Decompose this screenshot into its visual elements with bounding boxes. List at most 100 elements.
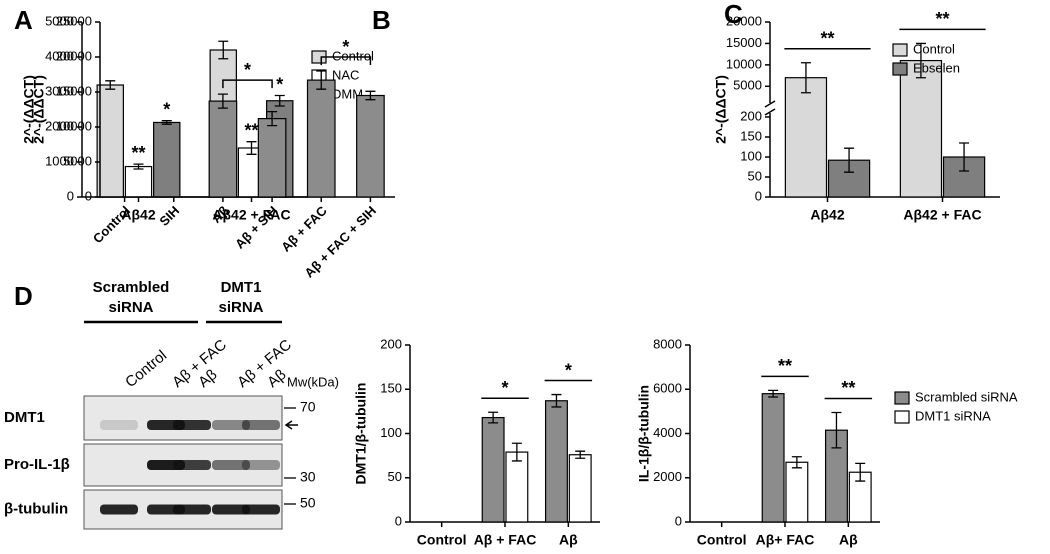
bar bbox=[124, 165, 153, 198]
y-tick-label: 200 bbox=[380, 336, 402, 351]
error-bar bbox=[915, 42, 926, 79]
blot-band bbox=[242, 460, 280, 470]
axis-break bbox=[764, 100, 776, 108]
error-bar bbox=[855, 462, 866, 482]
significance-label: ** bbox=[935, 9, 949, 29]
y-tick-label: 3000 bbox=[45, 83, 74, 98]
y-tick-label: 5000 bbox=[63, 153, 92, 168]
y-tick-label: 0 bbox=[675, 513, 682, 528]
error-bar bbox=[800, 62, 811, 94]
significance-label: * bbox=[565, 360, 572, 380]
error-bar bbox=[488, 411, 499, 424]
marker-label: 30 bbox=[300, 469, 316, 485]
bar bbox=[306, 79, 336, 198]
y-tick-label: 4000 bbox=[45, 48, 74, 63]
x-tick-label: Aβ bbox=[839, 532, 858, 548]
significance-label: ** bbox=[131, 143, 145, 163]
y-tick-label: 50 bbox=[388, 469, 402, 484]
y-tick-label: 200 bbox=[740, 108, 762, 123]
significance-bracket bbox=[320, 56, 372, 65]
group-label: DMT1 siRNA bbox=[218, 279, 264, 316]
bar bbox=[257, 117, 287, 198]
error-bar bbox=[316, 70, 327, 90]
y-tick-label: 8000 bbox=[653, 336, 682, 351]
bar bbox=[784, 77, 828, 198]
y-axis-label: 2^-(ΔΔCT) bbox=[713, 75, 729, 144]
x-tick-label: Aβ42 bbox=[121, 207, 155, 223]
panel-letter: C bbox=[724, 0, 743, 29]
y-tick-label: 100 bbox=[380, 425, 402, 440]
lane-label: Control bbox=[122, 347, 170, 391]
y-tick-label: 10000 bbox=[56, 118, 92, 133]
y-tick-label: 2000 bbox=[653, 469, 682, 484]
y-tick-label: 1000 bbox=[45, 153, 74, 168]
error-bar bbox=[217, 93, 228, 109]
panel-letter: D bbox=[14, 281, 33, 311]
blot-band bbox=[173, 504, 211, 515]
error-bar bbox=[959, 142, 970, 172]
legend-label: Scrambled siRNA bbox=[915, 389, 1018, 404]
y-tick-label: 0 bbox=[395, 513, 402, 528]
significance-label: ** bbox=[778, 356, 792, 376]
x-tick-label: Control bbox=[417, 532, 467, 548]
x-tick-label: Aβ + FAC bbox=[474, 532, 537, 548]
y-tick-label: 15000 bbox=[56, 83, 92, 98]
y-axis-label: 2^-(ΔΔCT) bbox=[31, 75, 47, 144]
y-tick-label: 10000 bbox=[726, 56, 762, 71]
y-tick-label: 20000 bbox=[726, 13, 762, 28]
bar bbox=[785, 461, 809, 523]
bar bbox=[153, 121, 181, 198]
error-bar bbox=[161, 120, 172, 125]
significance-label: * bbox=[276, 74, 283, 94]
bar bbox=[899, 59, 943, 198]
panel-letter: B bbox=[372, 5, 391, 35]
error-bar bbox=[218, 40, 229, 60]
significance-label: ** bbox=[841, 378, 855, 398]
y-tick-label: 0 bbox=[755, 188, 762, 203]
row-label: DMT1 bbox=[4, 409, 45, 426]
legend-swatch bbox=[894, 391, 910, 405]
axis-break bbox=[764, 108, 776, 116]
panel-letter: A bbox=[14, 5, 33, 35]
y-axis-label: DMT1/β-tubulin bbox=[353, 383, 369, 485]
y-axis-label: 2^-(ΔΔCT) bbox=[21, 75, 37, 144]
x-tick-label: Aβ bbox=[559, 532, 578, 548]
y-tick-label: 150 bbox=[380, 381, 402, 396]
blot-band bbox=[173, 420, 211, 430]
y-tick-label: 15000 bbox=[726, 35, 762, 50]
row-label: β-tubulin bbox=[4, 500, 68, 517]
error-bar bbox=[274, 94, 285, 107]
blot-band bbox=[242, 504, 280, 515]
x-tick-label: Control bbox=[90, 203, 133, 246]
bar bbox=[544, 400, 568, 523]
error-bar bbox=[365, 90, 376, 101]
y-tick-label: 2000 bbox=[45, 118, 74, 133]
blot-band bbox=[212, 460, 250, 470]
y-tick-label: 150 bbox=[740, 128, 762, 143]
error-bar bbox=[551, 393, 562, 408]
y-tick-label: 100 bbox=[740, 148, 762, 163]
error-bar bbox=[511, 442, 522, 462]
bar bbox=[208, 100, 238, 198]
y-axis-label: IL-1β/β-tubulin bbox=[636, 385, 652, 482]
error-bar bbox=[768, 389, 779, 398]
error-bar bbox=[105, 80, 116, 90]
blot-band bbox=[100, 420, 138, 430]
y-tick-label: 4000 bbox=[653, 425, 682, 440]
significance-label: * bbox=[501, 378, 508, 398]
y-tick-label: 50 bbox=[748, 168, 762, 183]
legend-label: Ebselen bbox=[913, 60, 960, 75]
y-tick-label: 20000 bbox=[56, 48, 92, 63]
blot-band bbox=[212, 420, 250, 430]
significance-label: ** bbox=[820, 28, 834, 48]
y-tick-label: 6000 bbox=[653, 381, 682, 396]
y-tick-label: 5000 bbox=[733, 78, 762, 93]
bar bbox=[761, 393, 785, 523]
legend-label: Control bbox=[332, 48, 374, 63]
significance-label: * bbox=[244, 60, 251, 80]
legend-label: NAC bbox=[332, 67, 359, 82]
bar bbox=[505, 451, 529, 523]
x-tick-label: Aβ42 + FAC bbox=[903, 207, 981, 223]
